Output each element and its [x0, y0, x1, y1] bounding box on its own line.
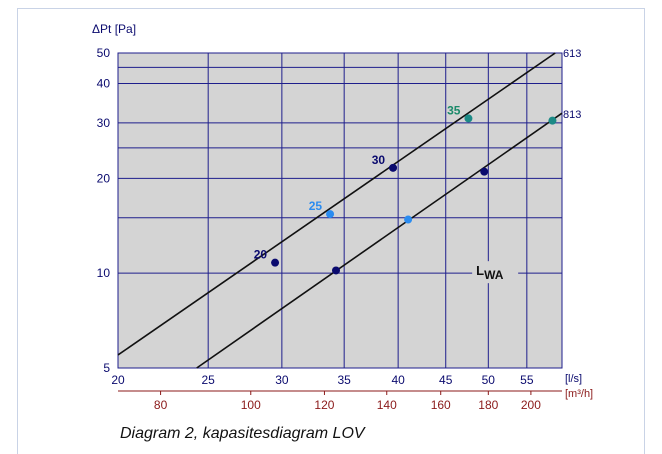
chart-frame: [17, 8, 645, 454]
secondary-tick-label: 80: [154, 398, 168, 412]
point-label: 30: [372, 153, 386, 167]
y-tick-label: 5: [103, 361, 110, 375]
secondary-tick-label: 180: [478, 398, 498, 412]
y-tick-label: 40: [97, 77, 111, 91]
data-point: [464, 114, 473, 123]
x-tick-label: 55: [520, 373, 534, 387]
lwa-label-bg: [472, 261, 519, 284]
secondary-tick-label: 100: [241, 398, 261, 412]
secondary-axis-label: [m³/h]: [565, 388, 593, 400]
secondary-tick-label: 120: [314, 398, 334, 412]
y-axis-label: ΔPt [Pa]: [92, 22, 136, 36]
x-tick-label: 50: [482, 373, 496, 387]
y-tick-label: 50: [97, 46, 111, 60]
x-axis-label: [l/s]: [565, 373, 582, 385]
data-point: [404, 215, 413, 224]
data-point: [332, 266, 341, 275]
x-tick-label: 25: [202, 373, 216, 387]
series-line-813: [196, 112, 563, 369]
series-line-613: [117, 52, 556, 356]
point-label: 35: [447, 103, 461, 117]
data-point: [389, 163, 398, 172]
secondary-tick-label: 200: [521, 398, 541, 412]
x-tick-label: 35: [337, 373, 351, 387]
data-point: [548, 116, 557, 125]
x-tick-label: 30: [275, 373, 289, 387]
data-point: [480, 167, 489, 176]
x-tick-label: 45: [439, 373, 453, 387]
series-name-label: 613: [563, 48, 581, 60]
x-tick-label: 40: [391, 373, 405, 387]
y-tick-label: 30: [97, 116, 111, 130]
chart-caption: Diagram 2, kapasitesdiagram LOV: [120, 425, 365, 442]
data-point: [326, 210, 335, 219]
data-point: [271, 258, 280, 267]
x-tick-label: 20: [111, 373, 125, 387]
point-label: 25: [309, 199, 323, 213]
lwa-label: LWA: [476, 263, 504, 282]
plot-area: [118, 53, 562, 368]
plot-border: [117, 52, 563, 369]
y-tick-label: 10: [97, 266, 111, 280]
y-tick-label: 20: [97, 171, 111, 185]
secondary-tick-label: 160: [431, 398, 451, 412]
point-label: 20: [254, 248, 268, 262]
secondary-tick-label: 140: [377, 398, 397, 412]
series-name-label: 813: [563, 109, 581, 121]
